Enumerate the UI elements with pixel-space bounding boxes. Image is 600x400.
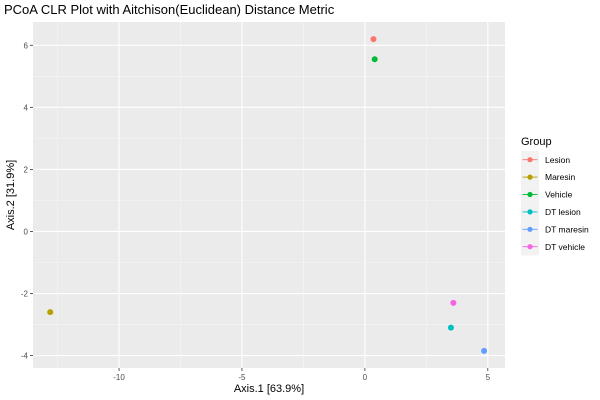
legend-item-vehicle: Vehicle	[521, 185, 573, 204]
legend-item-maresin: Maresin	[521, 168, 576, 186]
x-axis-title: Axis.1 [63.9%]	[234, 383, 304, 395]
legend-item-dt-vehicle: DT vehicle	[521, 238, 585, 256]
legend-title: Group	[521, 136, 552, 148]
chart-title: PCoA CLR Plot with Aitchison(Euclidean) …	[4, 2, 335, 17]
y-tick-label: 2	[24, 165, 29, 174]
legend-item-lesion: Lesion	[521, 151, 570, 169]
y-tick-label: 4	[24, 103, 29, 112]
legend-label: Maresin	[545, 172, 576, 182]
legend-key-point	[527, 157, 533, 163]
x-tick-label: 0	[363, 373, 368, 382]
y-tick-label: 0	[24, 227, 29, 236]
x-tick-label: -5	[238, 373, 246, 382]
point-dt-vehicle	[450, 299, 457, 306]
gridlines	[33, 22, 505, 368]
point-dt-lesion	[447, 324, 454, 331]
legend-label: DT vehicle	[545, 242, 585, 252]
legend-label: Lesion	[545, 155, 570, 165]
legend-key-point	[527, 226, 533, 232]
plot-panel	[33, 22, 505, 368]
point-vehicle	[371, 56, 378, 63]
point-dt-maresin	[481, 347, 488, 354]
legend-label: Vehicle	[545, 190, 573, 200]
y-tick-label: -2	[21, 290, 29, 299]
legend-key-point	[527, 244, 533, 250]
data-points	[47, 36, 488, 354]
legend-label: DT maresin	[545, 224, 589, 234]
legend-label: DT lesion	[545, 207, 581, 217]
point-lesion	[370, 36, 377, 43]
legend: Group Lesion Maresin Vehicle DT lesion DT ma…	[521, 136, 589, 256]
legend-item-dt-maresin: DT maresin	[521, 220, 589, 238]
legend-key-point	[527, 174, 533, 180]
y-tick-label: -4	[21, 352, 29, 361]
axis-ticks: -10 -5 0 5 -4 -2 0 2 4 6	[21, 41, 491, 382]
legend-key-point	[527, 209, 533, 215]
x-tick-label: -10	[113, 373, 125, 382]
legend-key-point	[527, 191, 533, 198]
y-tick-label: 6	[24, 41, 29, 50]
y-axis-title: Axis.2 [31.9%]	[5, 160, 17, 230]
point-maresin	[47, 309, 54, 316]
x-tick-label: 5	[486, 373, 491, 382]
legend-item-dt-lesion: DT lesion	[521, 203, 581, 221]
